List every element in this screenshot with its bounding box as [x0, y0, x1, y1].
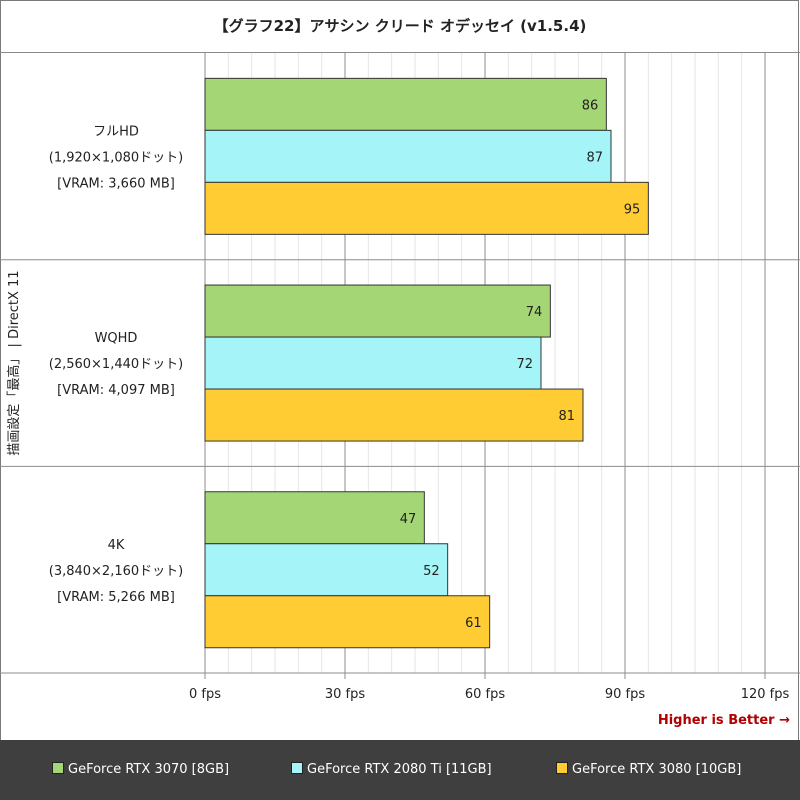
data-label: 95 — [624, 202, 641, 217]
plot-area: 0 fps 30 fps 60 fps 90 fps 120 fps 86 87 95 フルHD… — [0, 53, 800, 740]
chart-title: 【グラフ22】アサシン クリード オデッセイ (v1.5.4) — [213, 17, 587, 35]
legend-label-rtx3070: GeForce RTX 3070 [8GB] — [68, 762, 230, 777]
category-label: (2,560×1,440ドット) — [49, 357, 183, 372]
legend-item-rtx2080ti: GeForce RTX 2080 Ti [11GB] — [291, 760, 492, 780]
x-tick-label: 0 fps — [189, 687, 221, 702]
bar — [204, 543, 449, 597]
category-label: フルHD — [93, 124, 139, 139]
legend-label-rtx3080: GeForce RTX 3080 [10GB] — [572, 762, 742, 777]
x-tick-label: 30 fps — [325, 687, 366, 702]
legend-swatch-rtx3080 — [556, 762, 568, 774]
category-label: WQHD — [95, 331, 138, 346]
higher-is-better-note: Higher is Better → — [657, 713, 790, 728]
legend-item-rtx3070: GeForce RTX 3070 [8GB] — [52, 760, 229, 780]
title-divider — [0, 52, 800, 53]
bar — [204, 129, 612, 183]
category-label: [VRAM: 3,660 MB] — [57, 176, 175, 191]
data-label: 47 — [400, 512, 417, 527]
category-label: (1,920×1,080ドット) — [49, 150, 183, 165]
data-label: 87 — [586, 150, 603, 165]
category-label: [VRAM: 5,266 MB] — [57, 590, 175, 605]
data-label: 86 — [582, 98, 599, 113]
data-label: 74 — [526, 305, 543, 320]
bar — [204, 77, 607, 131]
category-label: 4K — [108, 538, 125, 553]
x-tick-label: 60 fps — [465, 687, 506, 702]
bar — [204, 284, 551, 338]
data-label: 61 — [465, 616, 482, 631]
bar — [204, 181, 649, 235]
legend-swatch-rtx2080ti — [291, 762, 303, 774]
data-label: 52 — [423, 564, 440, 579]
bar-chart: 0 fps 30 fps 60 fps 90 fps 120 fps 86 87 95 フルHD… — [0, 53, 800, 702]
bar — [204, 491, 425, 545]
legend-label-rtx2080ti: GeForce RTX 2080 Ti [11GB] — [307, 762, 492, 777]
x-tick-label: 120 fps — [741, 687, 790, 702]
x-tick-label: 90 fps — [605, 687, 646, 702]
legend-swatch-rtx3070 — [52, 762, 64, 774]
bar — [204, 595, 491, 649]
category-label: [VRAM: 4,097 MB] — [57, 383, 175, 398]
data-label: 72 — [516, 357, 533, 372]
legend-item-rtx3080: GeForce RTX 3080 [10GB] — [556, 760, 741, 780]
legend: GeForce RTX 3070 [8GB] GeForce RTX 2080 … — [0, 740, 800, 800]
data-label: 81 — [558, 409, 575, 424]
bar — [204, 388, 584, 442]
category-label: (3,840×2,160ドット) — [49, 564, 183, 579]
bar — [204, 336, 542, 390]
y-axis-label: 描画設定「最高」 | DirectX 11 — [6, 270, 22, 455]
